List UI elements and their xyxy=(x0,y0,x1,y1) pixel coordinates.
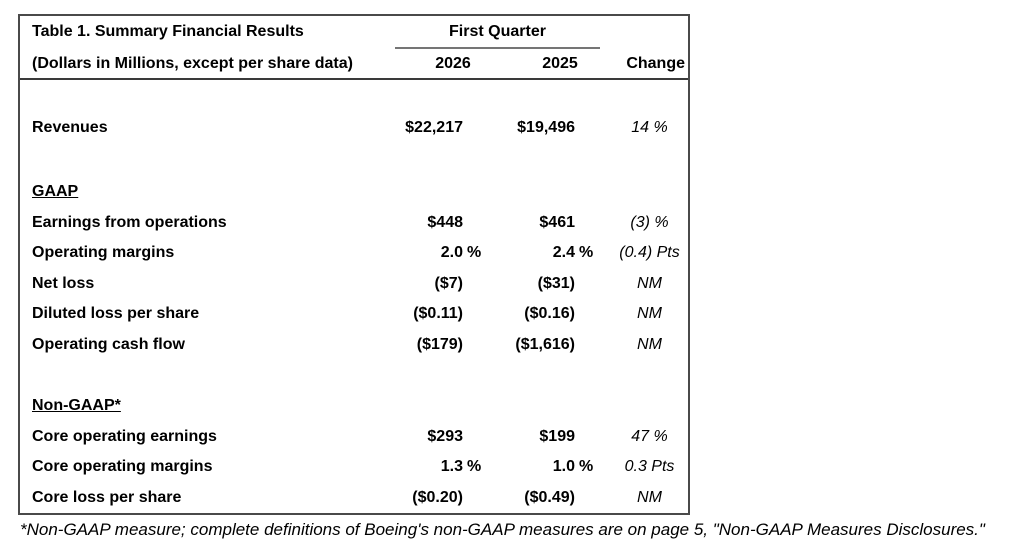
spacer-row xyxy=(20,360,688,390)
section-row-non-gaap: Non-GAAP* xyxy=(20,390,688,421)
value-2025: ($0.49) xyxy=(524,488,575,506)
value-2025: ($1,616) xyxy=(515,335,575,353)
value-2025: ($0.16) xyxy=(524,305,575,322)
value-2025: $199 xyxy=(539,427,575,445)
non-gaap-footnote: *Non-GAAP measure; complete definitions … xyxy=(20,520,985,539)
value-2026: 1.3% xyxy=(440,458,482,475)
value-2025: ($31) xyxy=(537,274,575,292)
table-body: Revenues $22,217 $19,496 14 % GAAP Earni… xyxy=(20,80,688,513)
table-row-core-operating-earnings: Core operating earnings $293 $199 47 % xyxy=(20,421,688,452)
value-2025: 1.0% xyxy=(552,458,594,475)
section-label: GAAP xyxy=(32,182,79,200)
value-2025: 2.4% xyxy=(552,244,594,261)
column-header-change: Change xyxy=(626,55,685,72)
table-row-core-loss-per-share: Core loss per share ($0.20) ($0.49) NM xyxy=(20,482,688,513)
table-title: Table 1. Summary Financial Results xyxy=(32,23,304,40)
row-label: Earnings from operations xyxy=(32,213,227,231)
column-header-2026: 2026 xyxy=(435,55,471,72)
value-change: NM xyxy=(637,488,662,506)
row-label: Operating margins xyxy=(32,244,175,261)
row-label: Core loss per share xyxy=(32,488,182,506)
value-2026: ($179) xyxy=(416,335,463,353)
table-row-diluted-loss-per-share: Diluted loss per share ($0.11) ($0.16) N… xyxy=(20,299,688,329)
table-subtitle: (Dollars in Millions, except per share d… xyxy=(32,55,353,72)
value-2025: $19,496 xyxy=(517,118,575,136)
section-row-gaap: GAAP xyxy=(20,176,688,207)
spacer-row xyxy=(20,80,688,112)
value-2026: ($0.20) xyxy=(412,488,463,506)
row-label: Revenues xyxy=(32,118,108,136)
value-2025: $461 xyxy=(539,213,575,231)
value-change: NM xyxy=(637,335,662,353)
table-row-core-operating-margins: Core operating margins 1.3% 1.0% 0.3 Pts xyxy=(20,452,688,482)
table-row-revenues: Revenues $22,217 $19,496 14 % xyxy=(20,112,688,143)
column-header-2025: 2025 xyxy=(542,55,578,72)
value-change: NM xyxy=(637,305,662,322)
column-group-underline xyxy=(395,47,600,49)
table-row-operating-cash-flow: Operating cash flow ($179) ($1,616) NM xyxy=(20,329,688,360)
value-change: 14 % xyxy=(631,118,668,136)
value-change: 47 % xyxy=(631,427,668,445)
value-2026: $22,217 xyxy=(405,118,463,136)
column-group-label: First Quarter xyxy=(449,23,546,40)
value-2026: $448 xyxy=(427,213,463,231)
value-change: (3) % xyxy=(630,213,669,231)
row-label: Operating cash flow xyxy=(32,335,185,353)
row-label: Core operating margins xyxy=(32,458,213,475)
value-change: NM xyxy=(637,274,662,292)
table-row-earnings-from-operations: Earnings from operations $448 $461 (3) % xyxy=(20,207,688,238)
financial-results-table: Table 1. Summary Financial Results (Doll… xyxy=(18,14,690,515)
value-change: 0.3 Pts xyxy=(624,458,675,475)
table-header: Table 1. Summary Financial Results (Doll… xyxy=(20,16,688,80)
table-row-net-loss: Net loss ($7) ($31) NM xyxy=(20,268,688,299)
value-2026: ($7) xyxy=(434,274,463,292)
row-label: Core operating earnings xyxy=(32,427,217,445)
value-2026: ($0.11) xyxy=(413,305,463,322)
value-2026: $293 xyxy=(427,427,463,445)
row-label: Net loss xyxy=(32,274,95,292)
spacer-row xyxy=(20,143,688,176)
row-label: Diluted loss per share xyxy=(32,305,200,322)
value-2026: 2.0% xyxy=(440,244,482,261)
table-row-operating-margins: Operating margins 2.0% 2.4% (0.4) Pts xyxy=(20,238,688,268)
section-label: Non-GAAP* xyxy=(32,396,121,414)
value-change: (0.4) Pts xyxy=(619,244,680,261)
